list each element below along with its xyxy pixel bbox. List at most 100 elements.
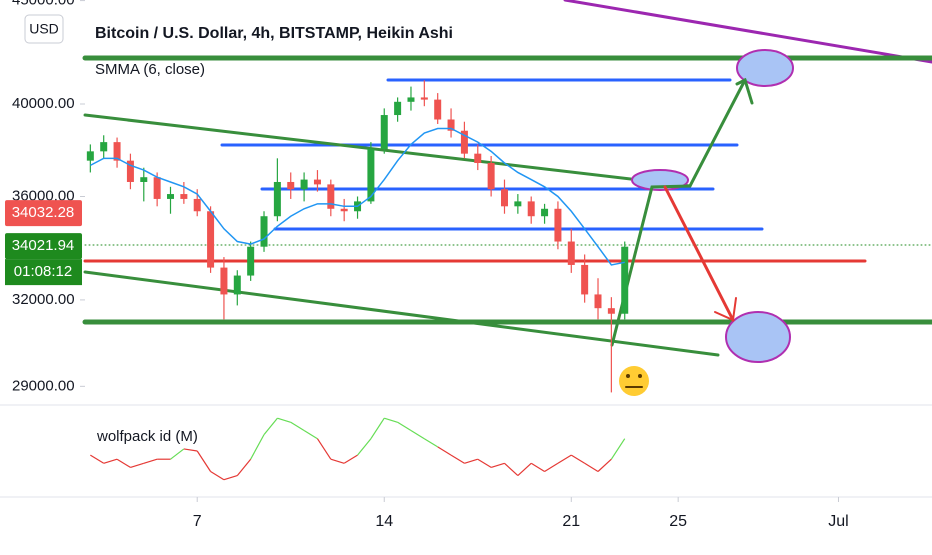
target-ellipse [725, 311, 791, 363]
indicator-segment [170, 448, 185, 460]
indicator-segment [410, 429, 425, 440]
candle-body [607, 308, 615, 314]
x-tick-label: 14 [375, 513, 393, 530]
indicator-segment [370, 417, 385, 440]
y-tick-label: 40000.00 [12, 95, 75, 112]
candle-body [420, 97, 428, 100]
candle-body [313, 179, 321, 185]
candle-body [567, 241, 575, 265]
marks: 29000.0032000.0036000.0040000.0045000.00… [5, 0, 849, 530]
indicator-segment [343, 454, 358, 464]
price-label: 34021.94 [12, 237, 75, 254]
candle-body [474, 153, 482, 164]
candle-body [367, 149, 375, 202]
candle-body [554, 208, 562, 242]
candle-body [126, 160, 134, 182]
indicator-segment [490, 462, 505, 468]
indicator-segment [330, 458, 345, 464]
emoji-eye [626, 374, 630, 378]
indicator-segment [223, 475, 238, 481]
candle-body [113, 142, 121, 161]
indicator-segment [196, 450, 212, 472]
candle-body [207, 211, 215, 268]
x-tick-label: 25 [669, 513, 687, 530]
indicator-segment [477, 458, 492, 468]
indicator-segment [530, 462, 545, 473]
emoji-eye [638, 374, 642, 378]
indicator-segment [584, 462, 599, 473]
indicator-segment [143, 458, 158, 464]
candle-body [100, 142, 108, 152]
candle-body [527, 201, 535, 217]
trendline [563, 0, 932, 64]
candle-body [327, 184, 335, 209]
indicator-segment [450, 454, 465, 464]
candle-body [594, 294, 602, 309]
candle-body [220, 267, 228, 295]
indicator-segment [384, 417, 398, 423]
candle-body [621, 246, 629, 314]
y-tick-label: 29000.00 [12, 377, 75, 394]
candle-body [460, 130, 468, 154]
drawings [82, 0, 932, 396]
indicator-segment [597, 458, 612, 472]
indicator-segment [103, 458, 118, 464]
indicator-segment [290, 421, 305, 432]
y-tick-label: 32000.00 [12, 291, 75, 308]
indicator-segment [130, 462, 144, 468]
indicator-segment [517, 462, 532, 477]
indicator-segment [544, 462, 559, 473]
arrow-path [663, 185, 735, 322]
candle-body [434, 99, 442, 120]
candle-body [394, 101, 402, 116]
candle-body [447, 119, 455, 131]
indicator-segment [610, 438, 626, 460]
countdown: 01:08:12 [14, 263, 72, 280]
indicator-segment [183, 448, 198, 452]
candle-body [193, 198, 201, 212]
countdown-box [5, 259, 82, 286]
indicator-segment [303, 429, 318, 440]
x-tick-label: 7 [193, 513, 202, 530]
arrowhead [735, 77, 754, 105]
emoji [619, 366, 649, 396]
candle-body [407, 97, 415, 102]
currency-badge [24, 14, 64, 44]
candle-body [140, 177, 148, 182]
candle-body [247, 246, 255, 276]
candle-body [287, 181, 295, 190]
candle-body [300, 179, 308, 190]
candle-body [340, 208, 348, 212]
indicator-segment [250, 434, 265, 460]
x-tick-label: 21 [562, 513, 580, 530]
indicator-segment [277, 417, 291, 423]
indicator-segment [263, 417, 278, 435]
target-ellipse [736, 49, 794, 87]
indicator-segment [464, 458, 478, 464]
candle-body [541, 208, 549, 217]
arrowhead [714, 297, 737, 322]
candle-body [581, 264, 589, 295]
candle-body [500, 189, 508, 207]
indicator-segment [316, 438, 332, 460]
channel-line [83, 113, 692, 188]
candle-body [167, 194, 175, 199]
indicator-segment [397, 421, 412, 432]
indicator-segment [570, 454, 585, 464]
x-tick-label: Jul [828, 513, 848, 530]
indicator-segment [437, 446, 452, 456]
candle-body [153, 177, 161, 199]
price-label-box [5, 233, 82, 260]
candle-body [86, 151, 94, 161]
indicator-segment [116, 458, 131, 468]
indicator-segment [557, 454, 572, 464]
candle-body [260, 216, 268, 247]
indicator-segment [504, 462, 519, 477]
candle-body [180, 194, 188, 199]
indicator-segment [357, 438, 372, 456]
candle-body [380, 115, 388, 150]
y-tick-label: 45000.00 [12, 0, 75, 9]
